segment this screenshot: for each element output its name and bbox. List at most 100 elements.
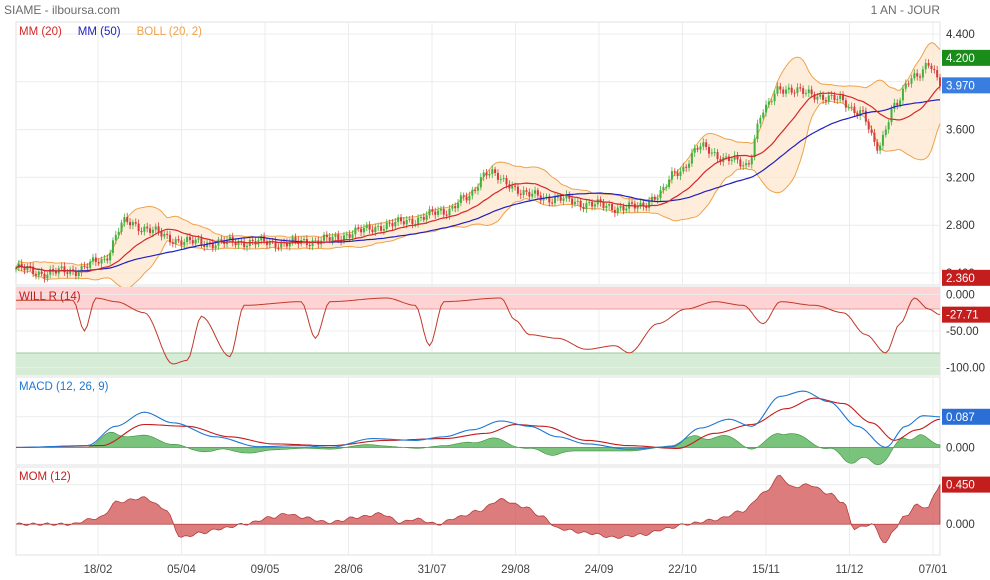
candle-body <box>534 190 537 194</box>
candle-body <box>782 89 785 94</box>
value-badge-label: 4.200 <box>946 53 975 65</box>
candle-body <box>662 186 665 191</box>
value-badge <box>942 476 990 493</box>
candle-body <box>824 99 827 102</box>
value-badge <box>942 408 990 425</box>
candle-body <box>348 234 351 238</box>
candle-body <box>325 234 328 238</box>
candle-body <box>842 95 845 101</box>
candle-body <box>203 244 206 247</box>
candle-body <box>819 94 822 97</box>
ma20-line <box>15 86 941 273</box>
candle-body <box>545 196 548 198</box>
candle-body <box>693 147 696 153</box>
candle-body <box>907 83 910 85</box>
candle-body <box>357 227 360 229</box>
candle-body <box>608 204 611 206</box>
candle-body <box>374 227 377 233</box>
x-tick-label: 28/06 <box>334 564 363 576</box>
candle-body <box>382 229 385 231</box>
candle-body <box>311 240 314 247</box>
panel-frame <box>15 376 941 466</box>
candle-body <box>551 202 554 204</box>
y-tick-label: 2.800 <box>946 220 975 232</box>
candle-body <box>26 266 29 271</box>
candle-body <box>622 206 625 211</box>
candle-body <box>123 217 126 223</box>
candle-body <box>650 196 653 201</box>
candle-body <box>847 107 850 109</box>
y-tick-label: 0.000 <box>946 442 975 454</box>
candle-body <box>445 214 448 216</box>
candle-body <box>100 259 103 264</box>
candle-body <box>377 226 380 228</box>
candle-body <box>668 179 671 187</box>
candle-body <box>380 226 383 231</box>
candle-body <box>246 245 248 248</box>
candle-body <box>388 222 391 224</box>
candle-body <box>397 217 400 222</box>
candle-body <box>685 166 688 168</box>
candle-body <box>394 221 397 227</box>
candle-body <box>853 106 856 114</box>
candle-body <box>699 146 702 150</box>
candle-body <box>15 268 17 270</box>
candle-body <box>525 190 528 192</box>
candle-body <box>365 224 368 229</box>
candle-body <box>727 156 730 161</box>
candle-body <box>625 208 628 211</box>
candle-body <box>796 87 799 94</box>
candle-body <box>739 159 742 167</box>
candle-body <box>328 237 331 241</box>
candle-body <box>437 210 440 215</box>
candle-body <box>291 237 294 243</box>
candle-body <box>631 202 633 204</box>
candle-body <box>499 179 502 181</box>
candle-body <box>876 142 879 151</box>
candle-body <box>83 265 86 267</box>
candle-body <box>679 171 682 177</box>
candle-body <box>422 216 425 220</box>
candle-body <box>111 240 114 253</box>
x-tick-label: 09/05 <box>251 564 280 576</box>
candle-body <box>163 233 166 237</box>
candle-body <box>314 240 317 242</box>
candle-body <box>137 223 140 232</box>
candle-body <box>434 211 437 215</box>
candle-body <box>428 209 431 216</box>
candle-body <box>391 223 394 227</box>
candle-body <box>109 252 112 261</box>
candle-body <box>220 239 223 242</box>
candle-body <box>636 206 639 209</box>
candle-body <box>659 190 662 199</box>
candle-body <box>465 196 468 201</box>
candle-body <box>896 102 899 106</box>
candle-body <box>753 138 756 158</box>
candle-body <box>576 200 579 202</box>
x-tick-label: 22/10 <box>668 564 697 576</box>
candle-body <box>579 200 582 208</box>
candle-body <box>890 108 893 123</box>
candle-body <box>197 238 200 240</box>
candle-body <box>251 239 254 242</box>
candle-body <box>439 208 442 211</box>
candle-body <box>360 228 363 233</box>
candle-body <box>354 227 357 235</box>
candle-body <box>810 89 813 95</box>
candle-body <box>867 121 870 130</box>
candle-body <box>904 83 907 89</box>
candle-body <box>146 226 149 229</box>
candle-body <box>565 194 568 199</box>
candle-body <box>69 269 72 274</box>
x-tick-label: 31/07 <box>418 564 447 576</box>
legend-entry: MOM (12) <box>19 471 71 483</box>
x-tick-label: 11/12 <box>836 564 864 576</box>
candle-body <box>785 89 787 94</box>
value-badge <box>942 77 990 94</box>
candle-body <box>879 145 882 151</box>
candle-body <box>351 234 354 238</box>
value-badge <box>942 269 990 286</box>
candle-body <box>106 258 109 261</box>
candle-body <box>177 239 180 241</box>
candle-body <box>285 242 288 247</box>
